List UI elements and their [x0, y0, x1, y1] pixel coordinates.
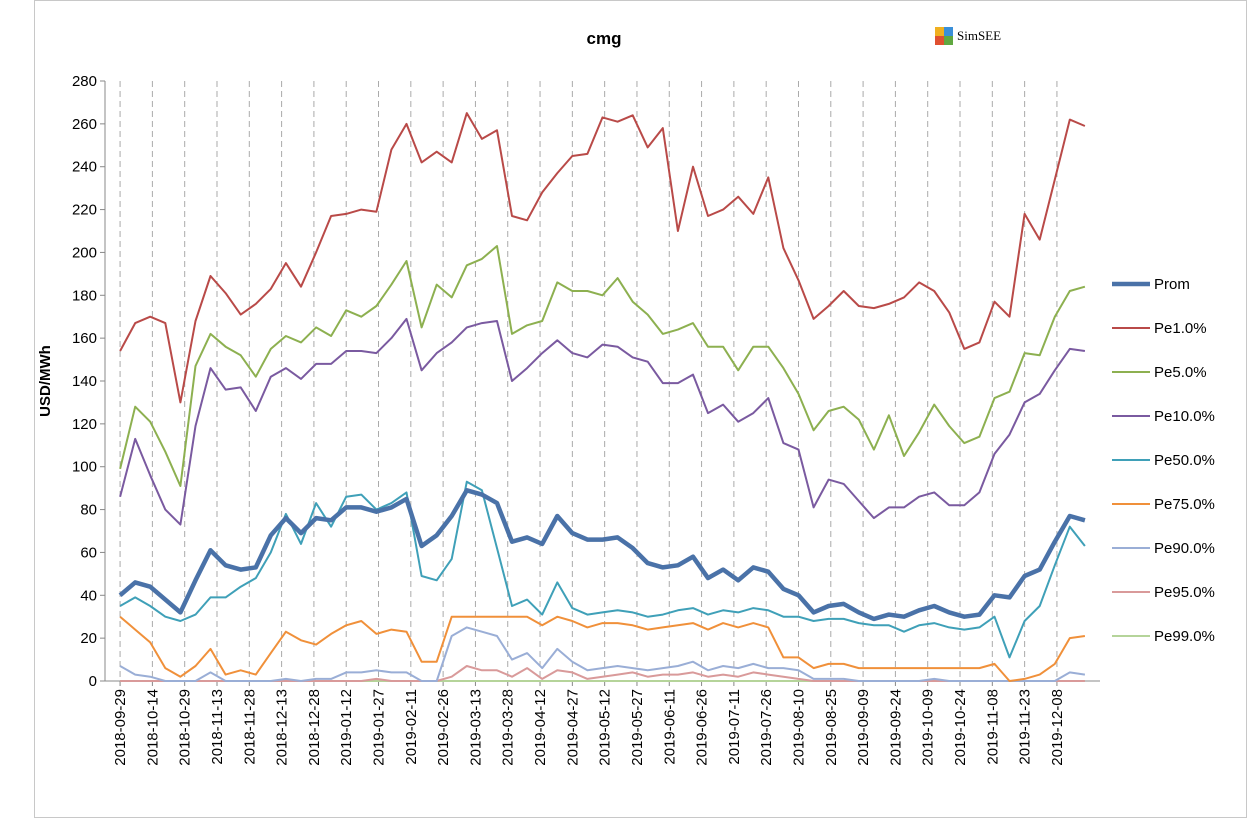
- x-tick-label: 2019-08-25: [823, 689, 840, 766]
- x-tick-label: 2019-08-10: [790, 689, 807, 766]
- y-tick-label: 20: [80, 630, 97, 647]
- x-tick-label: 2019-10-09: [920, 689, 937, 766]
- x-tick-label: 2018-11-13: [209, 689, 226, 765]
- x-tick-label: 2019-12-08: [1049, 689, 1066, 766]
- y-tick-label: 0: [89, 673, 97, 690]
- legend-label: Pe99.0%: [1154, 628, 1215, 645]
- y-tick-label: 180: [72, 287, 97, 304]
- x-tick-label: 2019-07-11: [726, 689, 743, 765]
- series-line: [118, 488, 1086, 622]
- legend-label: Pe95.0%: [1154, 584, 1215, 601]
- x-tick-label: 2019-05-27: [629, 689, 646, 766]
- legend-label: Pe50.0%: [1154, 452, 1215, 469]
- y-tick-label: 120: [72, 416, 97, 433]
- chart-title: cmg: [587, 29, 622, 48]
- x-tick-label: 2019-01-12: [338, 689, 355, 766]
- x-tick-label: 2019-06-26: [694, 689, 711, 766]
- y-tick-label: 100: [72, 459, 97, 476]
- y-axis-label: USD/MWh: [37, 345, 54, 417]
- x-tick-label: 2019-01-27: [371, 689, 388, 766]
- legend-label: Pe10.0%: [1154, 408, 1215, 425]
- y-tick-label: 280: [72, 73, 97, 90]
- x-tick-label: 2019-03-13: [467, 689, 484, 766]
- x-tick-label: 2018-10-14: [144, 689, 161, 766]
- y-tick-label: 160: [72, 330, 97, 347]
- legend-label: Pe90.0%: [1154, 540, 1215, 557]
- x-tick-label: 2018-11-28: [241, 689, 258, 765]
- x-tick-label: 2019-06-11: [661, 689, 678, 765]
- series-line: [119, 626, 1086, 682]
- logo: [935, 27, 953, 45]
- x-tick-label: 2019-09-09: [855, 689, 872, 766]
- x-tick-label: 2019-07-26: [758, 689, 775, 766]
- x-tick-label: 2019-04-12: [532, 689, 549, 766]
- x-tick-label: 2019-11-08: [984, 689, 1001, 765]
- series-line: [119, 245, 1086, 487]
- x-tick-label: 2018-12-28: [306, 689, 323, 766]
- series-line: [119, 317, 1086, 526]
- legend-label: Prom: [1154, 276, 1190, 293]
- x-tick-label: 2019-11-23: [1017, 689, 1034, 765]
- x-tick-label: 2018-09-29: [112, 689, 129, 766]
- x-tick-label: 2019-09-24: [887, 689, 904, 766]
- series-line: [119, 615, 1086, 682]
- x-tick-label: 2018-10-29: [177, 689, 194, 766]
- x-tick-label: 2018-12-13: [274, 689, 291, 766]
- y-tick-label: 140: [72, 373, 97, 390]
- y-tick-label: 220: [72, 202, 97, 219]
- y-tick-label: 260: [72, 116, 97, 133]
- y-tick-label: 200: [72, 244, 97, 261]
- x-tick-label: 2019-02-26: [435, 689, 452, 766]
- legend-label: Pe5.0%: [1154, 364, 1207, 381]
- logo-text: SimSEE: [957, 28, 1001, 43]
- x-tick-label: 2019-03-28: [500, 689, 517, 766]
- y-tick-label: 60: [80, 544, 97, 561]
- y-tick-label: 40: [80, 587, 97, 604]
- x-tick-label: 2019-05-12: [597, 689, 614, 766]
- x-tick-label: 2019-02-11: [403, 689, 420, 765]
- series-line: [119, 112, 1086, 404]
- legend-label: Pe75.0%: [1154, 496, 1215, 513]
- x-tick-label: 2019-04-27: [564, 689, 581, 766]
- legend-label: Pe1.0%: [1154, 320, 1207, 337]
- y-tick-label: 240: [72, 159, 97, 176]
- x-tick-label: 2019-10-24: [952, 689, 969, 766]
- y-tick-label: 80: [80, 502, 97, 519]
